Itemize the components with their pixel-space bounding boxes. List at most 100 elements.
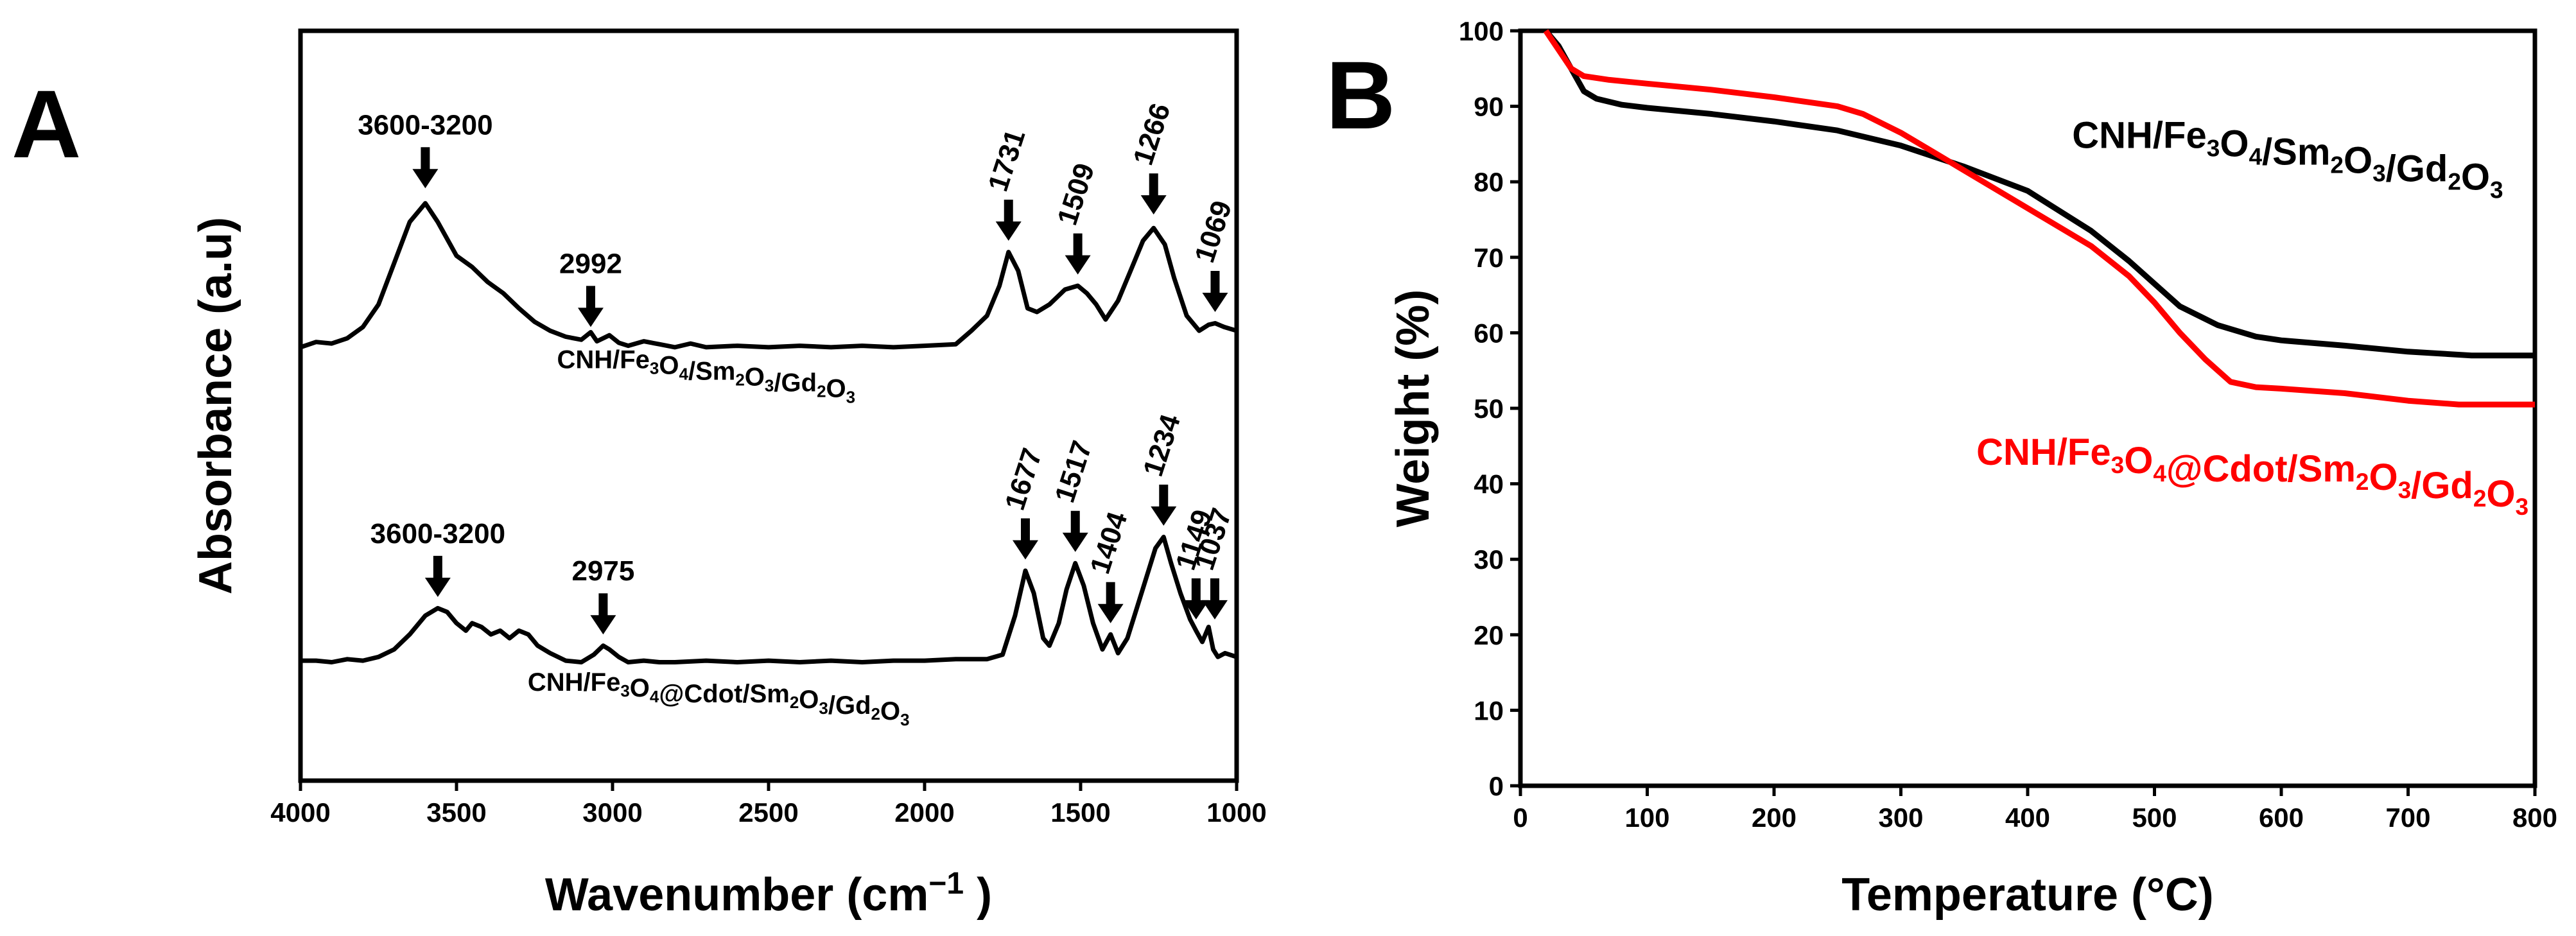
peak-arrow-head xyxy=(412,169,439,189)
tga-series-labels: CNH/Fe3O4/Sm2O3/Gd2O3 CNH/Fe3O4@Cdot/Sm2O… xyxy=(1976,114,2528,520)
tga-x-tick-label: 100 xyxy=(1624,802,1669,833)
ftir-series xyxy=(299,201,1238,664)
tga-y-tick-label: 20 xyxy=(1474,620,1504,650)
tga-y-tick-label: 70 xyxy=(1474,243,1504,273)
ftir-peak-label: 1266 xyxy=(1127,100,1177,169)
ftir-xlabel-close: ) xyxy=(964,869,992,921)
tga-curve-1 xyxy=(1544,29,2535,359)
ftir-peak-label: 2992 xyxy=(559,248,622,279)
ftir-x-tick-label: 1000 xyxy=(1206,797,1266,828)
peak-arrow-head xyxy=(1097,603,1124,623)
ftir-peak-label: 3600-3200 xyxy=(370,518,505,550)
ftir-peak-marker: 3600-3200 xyxy=(358,109,493,189)
ftir-peak-marker: 2992 xyxy=(559,248,622,327)
ftir-peak-marker: 1266 xyxy=(1127,100,1177,215)
peak-arrow-shaft xyxy=(1159,484,1169,508)
peak-arrow-shaft xyxy=(1004,200,1013,223)
peak-arrow-head xyxy=(1062,532,1088,552)
tga-x-tick-label: 300 xyxy=(1878,802,1923,833)
ftir-x-tick-label: 3000 xyxy=(582,797,642,828)
peak-arrow-shaft xyxy=(586,286,595,309)
ftir-peak-label: 1731 xyxy=(982,126,1032,195)
ftir-xlabel-main: Wavenumber (cm xyxy=(545,869,928,921)
peak-arrow-head xyxy=(1202,293,1228,312)
tga-xlabel: Temperature (°C) xyxy=(1841,869,2214,921)
tga-y-tick-label: 50 xyxy=(1474,394,1504,424)
tga-series-label: CNH/Fe3O4@Cdot/Sm2O3/Gd2O3 xyxy=(1976,431,2528,520)
peak-arrow-shaft xyxy=(421,147,430,171)
ftir-spectrum-2 xyxy=(300,534,1238,664)
tga-curve-2 xyxy=(1543,29,2535,408)
ftir-spectrum-1 xyxy=(299,201,1238,350)
peak-arrow-head xyxy=(1140,195,1167,215)
tga-y-axis: 0 10 20 30 40 50 60 70 80 90 100 xyxy=(1459,16,1520,801)
peak-arrow-shaft xyxy=(1020,518,1030,542)
tga-x-axis: 0 100 200 300 400 500 600 700 800 xyxy=(1513,786,2557,833)
tga-y-tick-label: 100 xyxy=(1459,16,1504,46)
ftir-x-axis: 4000 3500 3000 2500 2000 1500 1000 xyxy=(270,781,1267,828)
peak-arrow-shaft xyxy=(1210,271,1220,294)
ftir-peak-marker: 3600-3200 xyxy=(370,518,505,597)
panel-letter-a: A xyxy=(12,70,81,178)
tga-x-tick-label: 800 xyxy=(2512,802,2557,833)
tga-x-tick-label: 400 xyxy=(2005,802,2050,833)
tga-y-tick-label: 10 xyxy=(1474,695,1504,725)
ftir-series-labels: CNH/Fe3O4/Sm2O3/Gd2O3 CNH/Fe3O4@Cdot/Sm2O… xyxy=(528,346,910,729)
peak-arrow-shaft xyxy=(1073,233,1083,257)
tga-y-tick-label: 60 xyxy=(1474,318,1504,348)
tga-series-label: CNH/Fe3O4/Sm2O3/Gd2O3 xyxy=(2072,114,2503,203)
ftir-peak-label: 1509 xyxy=(1052,159,1101,229)
ftir-x-tick-label: 2500 xyxy=(738,797,798,828)
ftir-chart: 4000 3500 3000 2500 2000 1500 1000 Absorbance … xyxy=(190,28,1267,921)
ftir-peak-marker: 1069 xyxy=(1188,197,1238,312)
peak-arrow-shaft xyxy=(1106,582,1115,605)
peak-arrow-head xyxy=(1151,506,1177,526)
ftir-x-tick-label: 2000 xyxy=(894,797,954,828)
ftir-peak-marker: 1517 xyxy=(1049,437,1098,552)
ftir-ylabel: Absorbance (a.u) xyxy=(190,217,241,594)
panel-letter-b: B xyxy=(1326,41,1395,149)
tga-x-tick-label: 700 xyxy=(2385,802,2430,833)
ftir-peak-marker: 1731 xyxy=(982,126,1032,241)
peak-arrow-shaft xyxy=(1070,510,1080,534)
tga-x-tick-label: 600 xyxy=(2259,802,2304,833)
peak-arrow-shaft xyxy=(1149,173,1158,197)
peak-arrow-head xyxy=(995,221,1022,241)
peak-arrow-head xyxy=(1012,540,1038,560)
tga-chart: 0 100 200 300 400 500 600 700 800 0 10 20 30 40 50 60 7… xyxy=(1388,16,2557,921)
peak-arrow-head xyxy=(1065,255,1091,275)
ftir-peak-label: 3600-3200 xyxy=(358,109,492,141)
tga-x-tick-label: 500 xyxy=(2132,802,2177,833)
peak-arrow-shaft xyxy=(598,593,608,617)
tga-y-tick-label: 30 xyxy=(1474,544,1504,575)
ftir-xlabel: Wavenumber (cm−1 ) xyxy=(545,867,992,921)
ftir-peak-marker: 1404 xyxy=(1084,508,1134,623)
ftir-series-label: CNH/Fe3O4/Sm2O3/Gd2O3 xyxy=(557,346,855,407)
ftir-peak-label: 1677 xyxy=(999,444,1049,514)
ftir-xlabel-sup: −1 xyxy=(928,867,964,901)
tga-y-tick-label: 40 xyxy=(1474,469,1504,499)
ftir-peak-marker: 1509 xyxy=(1052,159,1101,275)
peak-arrow-head xyxy=(424,577,451,597)
ftir-x-tick-label: 1500 xyxy=(1050,797,1110,828)
tga-y-tick-label: 90 xyxy=(1474,92,1504,122)
peak-arrow-head xyxy=(577,308,604,327)
peak-arrow-head xyxy=(1201,600,1228,620)
peak-arrow-shaft xyxy=(1210,578,1219,602)
ftir-peak-marker: 1234 xyxy=(1137,410,1187,526)
tga-ylabel: Weight (%) xyxy=(1388,290,1439,528)
tga-y-tick-label: 0 xyxy=(1489,771,1504,801)
peak-arrow-head xyxy=(1183,600,1209,620)
ftir-peak-marker: 2975 xyxy=(571,555,634,635)
ftir-peak-label: 1404 xyxy=(1084,508,1134,578)
ftir-peak-label: 2975 xyxy=(571,555,634,587)
ftir-series-label: CNH/Fe3O4@Cdot/Sm2O3/Gd2O3 xyxy=(528,668,910,729)
tga-x-tick-label: 0 xyxy=(1513,802,1527,833)
peak-arrow-shaft xyxy=(1191,578,1201,602)
ftir-plot-frame xyxy=(298,28,1239,783)
ftir-x-tick-label: 4000 xyxy=(270,797,330,828)
ftir-peak-label: 1234 xyxy=(1137,410,1187,480)
tga-y-tick-label: 80 xyxy=(1474,167,1504,197)
